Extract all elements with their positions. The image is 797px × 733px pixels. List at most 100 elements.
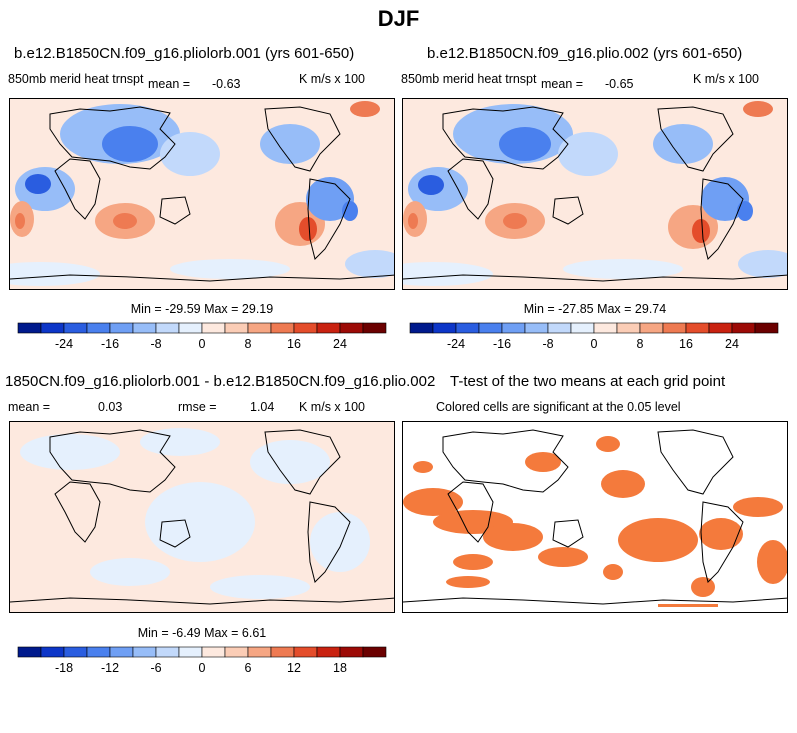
- panel2-colorbar: -24 -16 -8 0 8 16 24: [408, 322, 780, 352]
- panel2-colorbar-swatch: [524, 322, 549, 334]
- panel1-colorbar-swatch: [178, 322, 203, 334]
- panel1-colorbar-tick-label: -8: [150, 337, 161, 351]
- panel1-colorbar-swatch: [155, 322, 180, 334]
- panel1-colorbar-swatch: [201, 322, 226, 334]
- panel3-colorbar-swatch: [17, 646, 42, 658]
- panel2-colorbar-swatch: [432, 322, 457, 334]
- panel1-coastlines: [10, 106, 394, 282]
- panel3-title: 1850CN.f09_g16.pliolorb.001 - b.e12.B185…: [5, 373, 436, 390]
- panel1-colorbar-tick-label: -24: [55, 337, 73, 351]
- panel2-colorbar-swatch: [616, 322, 641, 334]
- panel1-colorbar-swatch: [109, 322, 134, 334]
- panel3-coastlines: [10, 429, 394, 605]
- panel2-colorbar-swatch: [754, 322, 779, 334]
- panel1-minmax: Min = -29.59 Max = 29.19: [130, 302, 274, 316]
- panel2-colorbar-swatch: [478, 322, 503, 334]
- panel2-colorbar-tick-label: 0: [591, 337, 598, 351]
- panel2-colorbar-swatch: [409, 322, 434, 334]
- panel3-colorbar-swatch: [178, 646, 203, 658]
- panel1-colorbar-swatch: [293, 322, 318, 334]
- panel4-subtitle: Colored cells are significant at the 0.0…: [436, 400, 681, 414]
- panel3-map: [9, 421, 395, 613]
- panel3-mean-label: mean =: [8, 400, 51, 414]
- panel2-colorbar-swatch: [662, 322, 687, 334]
- panel1-colorbar-swatch: [339, 322, 364, 334]
- panel1-colorbar-swatch: [224, 322, 249, 334]
- panel1-title: b.e12.B1850CN.f09_g16.pliolorb.001 (yrs …: [14, 45, 355, 62]
- panel3-colorbar-swatch: [155, 646, 180, 658]
- panel3-colorbar-swatch: [63, 646, 88, 658]
- panel3-colorbar-tick-label: -12: [101, 661, 119, 675]
- panel2-colorbar-tick-label: 16: [679, 337, 693, 351]
- panel2-minmax: Min = -27.85 Max = 29.74: [523, 302, 667, 316]
- panel2-mean-label: mean =: [541, 77, 584, 91]
- panel3-colorbar-tick-label: -6: [150, 661, 161, 675]
- panel1-mean-value: -0.63: [212, 77, 241, 91]
- panel2-colorbar-swatch: [547, 322, 572, 334]
- panel1-colorbar-swatch: [86, 322, 111, 334]
- panel1-colorbar: -24 -16 -8 0 8 16 24: [16, 322, 388, 352]
- panel1-colorbar-tick-label: 24: [333, 337, 347, 351]
- panel3-mean-value: 0.03: [98, 400, 123, 414]
- panel3-colorbar-tick-label: -18: [55, 661, 73, 675]
- panel3-colorbar-tick-label: 12: [287, 661, 301, 675]
- panel4-coastlines: [403, 429, 787, 605]
- figure-title: DJF: [377, 6, 420, 31]
- panel3-units: K m/s x 100: [299, 400, 365, 414]
- panel3-colorbar: -18 -12 -6 0 6 12 18: [16, 646, 388, 676]
- panel1-colorbar-swatch: [40, 322, 65, 334]
- panel3-colorbar-swatch: [224, 646, 249, 658]
- panel2-coastlines: [403, 106, 787, 282]
- panel3-colorbar-swatch: [40, 646, 65, 658]
- panel2-colorbar-swatch: [570, 322, 595, 334]
- panel2-field: [403, 101, 787, 286]
- panel1-colorbar-tick-label: 16: [287, 337, 301, 351]
- panel2-colorbar-tick-label: 8: [637, 337, 644, 351]
- panel3-colorbar-swatch: [339, 646, 364, 658]
- panel3-minmax: Min = -6.49 Max = 6.61: [137, 626, 267, 640]
- panel3-colorbar-swatch: [201, 646, 226, 658]
- panel1-colorbar-swatch: [362, 322, 387, 334]
- panel3-colorbar-tick-label: 18: [333, 661, 347, 675]
- panel1-colorbar-tick-label: 8: [245, 337, 252, 351]
- panel2-variable-label: 850mb merid heat trnspt: [401, 72, 537, 86]
- panel1-colorbar-swatch: [132, 322, 157, 334]
- panel2-colorbar-swatch: [501, 322, 526, 334]
- panel2-colorbar-tick-label: -16: [493, 337, 511, 351]
- panel4-significant-cells: [403, 436, 787, 607]
- panel4-map: [402, 421, 788, 613]
- panel1-field: [10, 101, 394, 286]
- panel1-colorbar-swatch: [247, 322, 272, 334]
- panel3-colorbar-swatch: [109, 646, 134, 658]
- panel3-colorbar-swatch: [270, 646, 295, 658]
- panel3-colorbar-tick-label: 6: [245, 661, 252, 675]
- panel2-title: b.e12.B1850CN.f09_g16.plio.002 (yrs 601-…: [427, 45, 743, 62]
- panel1-mean-label: mean =: [148, 77, 191, 91]
- panel3-colorbar-swatch: [132, 646, 157, 658]
- panel1-colorbar-swatch: [63, 322, 88, 334]
- panel1-colorbar-tick-label: 0: [199, 337, 206, 351]
- panel2-colorbar-swatch: [639, 322, 664, 334]
- panel2-colorbar-tick-label: -24: [447, 337, 465, 351]
- panel2-colorbar-swatch: [593, 322, 618, 334]
- panel2-mean-value: -0.65: [605, 77, 634, 91]
- panel1-colorbar-swatch: [17, 322, 42, 334]
- panel2-colorbar-tick-label: 24: [725, 337, 739, 351]
- panel2-colorbar-swatch: [455, 322, 480, 334]
- panel2-colorbar-swatch: [685, 322, 710, 334]
- panel1-units: K m/s x 100: [299, 72, 365, 86]
- panel2-colorbar-swatch: [708, 322, 733, 334]
- panel1-colorbar-swatch: [270, 322, 295, 334]
- panel1-colorbar-swatch: [316, 322, 341, 334]
- panel2-colorbar-swatch: [731, 322, 756, 334]
- panel2-map: [402, 98, 788, 290]
- panel3-colorbar-swatch: [86, 646, 111, 658]
- panel2-colorbar-tick-label: -8: [542, 337, 553, 351]
- panel3-field: [20, 428, 370, 599]
- panel3-colorbar-swatch: [247, 646, 272, 658]
- panel1-colorbar-tick-label: -16: [101, 337, 119, 351]
- panel3-rmse-value: 1.04: [250, 400, 275, 414]
- panel3-colorbar-swatch: [362, 646, 387, 658]
- panel3-colorbar-tick-label: 0: [199, 661, 206, 675]
- panel2-units: K m/s x 100: [693, 72, 759, 86]
